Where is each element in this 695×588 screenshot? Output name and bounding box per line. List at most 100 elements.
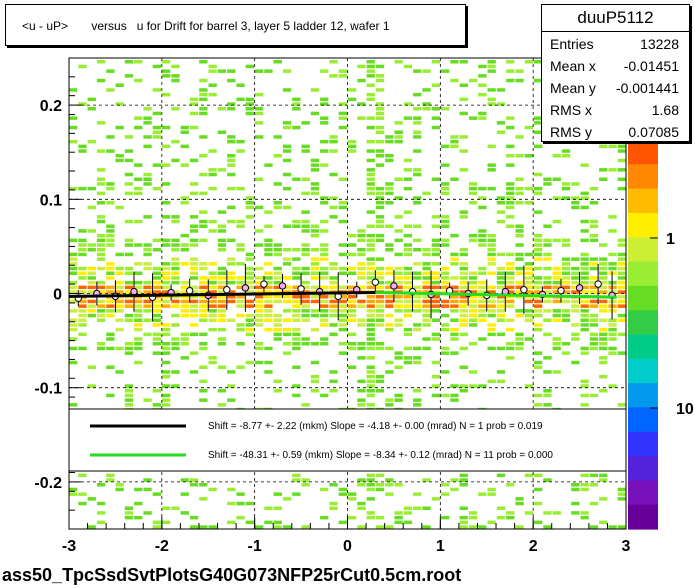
heat-cell	[543, 243, 552, 247]
profile-point	[241, 284, 250, 292]
heat-cell	[385, 154, 394, 158]
heat-cell	[441, 215, 450, 219]
heat-cell	[571, 511, 580, 515]
heat-cell	[189, 97, 199, 102]
heat-cell	[487, 379, 496, 384]
heat-cell	[171, 323, 180, 327]
heat-cell	[589, 201, 599, 205]
colorbar-swatch	[628, 285, 658, 311]
heat-cell	[282, 257, 292, 261]
heat-cell	[124, 243, 134, 247]
heat-cell	[450, 144, 459, 149]
heat-cell	[496, 285, 506, 290]
heat-cell	[115, 290, 124, 294]
heat-cell	[506, 318, 515, 322]
heat-cell	[329, 299, 338, 304]
heat-cell	[543, 309, 552, 313]
heat-cell	[394, 365, 403, 369]
heat-cell	[78, 248, 87, 252]
plot-title-box: <u - uP> versus u for Drift for barrel 3…	[5, 4, 466, 46]
heat-cell	[124, 172, 134, 177]
heat-cell	[385, 139, 394, 144]
y-tick-label: -0.1	[34, 381, 62, 398]
heat-cell	[69, 492, 78, 496]
heat-cell	[543, 182, 552, 186]
heat-cell	[134, 186, 143, 191]
heat-cell	[78, 271, 87, 275]
heat-cell	[608, 252, 617, 257]
heat-cell	[552, 196, 561, 200]
heat-cell	[152, 520, 161, 525]
heat-cell	[506, 483, 515, 487]
heat-cell	[124, 351, 134, 355]
heat-cell	[134, 501, 143, 506]
heat-cell	[87, 313, 96, 318]
heat-cell	[180, 356, 189, 360]
heat-cell	[301, 295, 310, 299]
heat-cell	[208, 285, 217, 290]
heat-cell	[580, 515, 589, 520]
heat-cell	[189, 158, 199, 163]
heat-cell	[403, 327, 413, 332]
heat-cell	[441, 182, 450, 186]
heat-cell	[292, 304, 301, 308]
heat-cell	[348, 365, 357, 369]
heat-cell	[162, 346, 171, 351]
heat-cell	[599, 360, 608, 365]
heat-cell	[96, 182, 106, 186]
heat-cell	[403, 506, 413, 510]
heat-cell	[180, 280, 189, 285]
heat-cell	[534, 121, 543, 125]
heat-cell	[366, 83, 375, 87]
heat-cell	[413, 130, 422, 134]
heat-cell	[394, 520, 403, 525]
heat-cell	[580, 379, 589, 384]
heat-cell	[217, 130, 227, 134]
heat-cell	[422, 107, 431, 111]
heat-cell	[171, 243, 180, 247]
heat-cell	[385, 271, 394, 275]
heat-cell	[403, 158, 413, 163]
heat-cell	[385, 403, 394, 407]
heat-cell	[431, 116, 440, 120]
heat-cell	[580, 487, 589, 492]
stats-row: Mean y -0.001441	[542, 76, 689, 98]
heat-cell	[580, 266, 589, 271]
heat-cell	[69, 186, 78, 191]
heat-cell	[589, 266, 599, 271]
heat-cell	[255, 69, 264, 73]
heat-cell	[208, 313, 217, 318]
heat-cell	[534, 78, 543, 83]
heat-cell	[171, 313, 180, 318]
heat-cell	[264, 69, 273, 73]
heat-cell	[617, 271, 626, 275]
heat-cell	[478, 111, 487, 116]
heat-cell	[329, 309, 338, 313]
heat-cell	[543, 290, 552, 294]
heat-cell	[394, 60, 403, 64]
heat-cell	[162, 163, 171, 167]
heat-cell	[180, 304, 189, 308]
heat-cell	[478, 233, 487, 238]
heat-cell	[199, 266, 208, 271]
heat-cell	[282, 327, 292, 332]
heat-cell	[534, 186, 543, 191]
heat-cell	[617, 243, 626, 247]
heat-cell	[236, 501, 245, 506]
heat-cell	[152, 295, 161, 299]
heat-cell	[589, 262, 599, 266]
heat-cell	[338, 285, 347, 290]
heat-cell	[227, 78, 236, 83]
heat-cell	[506, 346, 515, 351]
heat-cell	[375, 219, 385, 224]
heat-cell	[431, 248, 440, 252]
heat-cell	[217, 313, 227, 318]
heat-cell	[375, 473, 385, 478]
heat-cell	[385, 135, 394, 139]
heat-cell	[301, 191, 310, 196]
heat-cell	[69, 125, 78, 130]
heat-cell	[478, 525, 487, 529]
heat-cell	[124, 389, 134, 393]
heat-cell	[208, 172, 217, 177]
heat-cell	[255, 111, 264, 116]
